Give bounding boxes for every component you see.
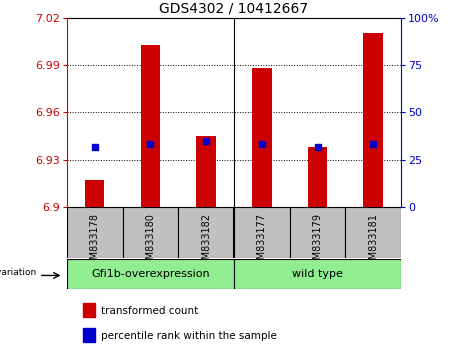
Title: GDS4302 / 10412667: GDS4302 / 10412667 — [160, 1, 308, 15]
Text: percentile rank within the sample: percentile rank within the sample — [101, 331, 278, 341]
Bar — [83, 303, 95, 317]
Bar — [363, 34, 383, 207]
Bar — [83, 328, 95, 342]
Bar — [67, 207, 123, 258]
Text: wild type: wild type — [292, 269, 343, 279]
Bar — [234, 259, 401, 289]
Bar — [141, 45, 160, 207]
Bar — [85, 180, 105, 207]
Bar — [67, 259, 234, 289]
Bar — [123, 207, 178, 258]
Text: GSM833178: GSM833178 — [90, 213, 100, 272]
Text: genotype/variation: genotype/variation — [0, 268, 37, 277]
Text: GSM833180: GSM833180 — [145, 213, 155, 272]
Bar — [252, 68, 272, 207]
Bar — [178, 207, 234, 258]
Text: Gfi1b-overexpression: Gfi1b-overexpression — [91, 269, 210, 279]
Text: GSM833177: GSM833177 — [257, 213, 267, 272]
Bar — [345, 207, 401, 258]
Text: GSM833179: GSM833179 — [313, 213, 323, 272]
Text: GSM833182: GSM833182 — [201, 213, 211, 272]
Bar — [290, 207, 345, 258]
Text: transformed count: transformed count — [101, 306, 199, 316]
Bar — [308, 147, 327, 207]
Bar — [234, 207, 290, 258]
Text: GSM833181: GSM833181 — [368, 213, 378, 272]
Bar — [196, 136, 216, 207]
